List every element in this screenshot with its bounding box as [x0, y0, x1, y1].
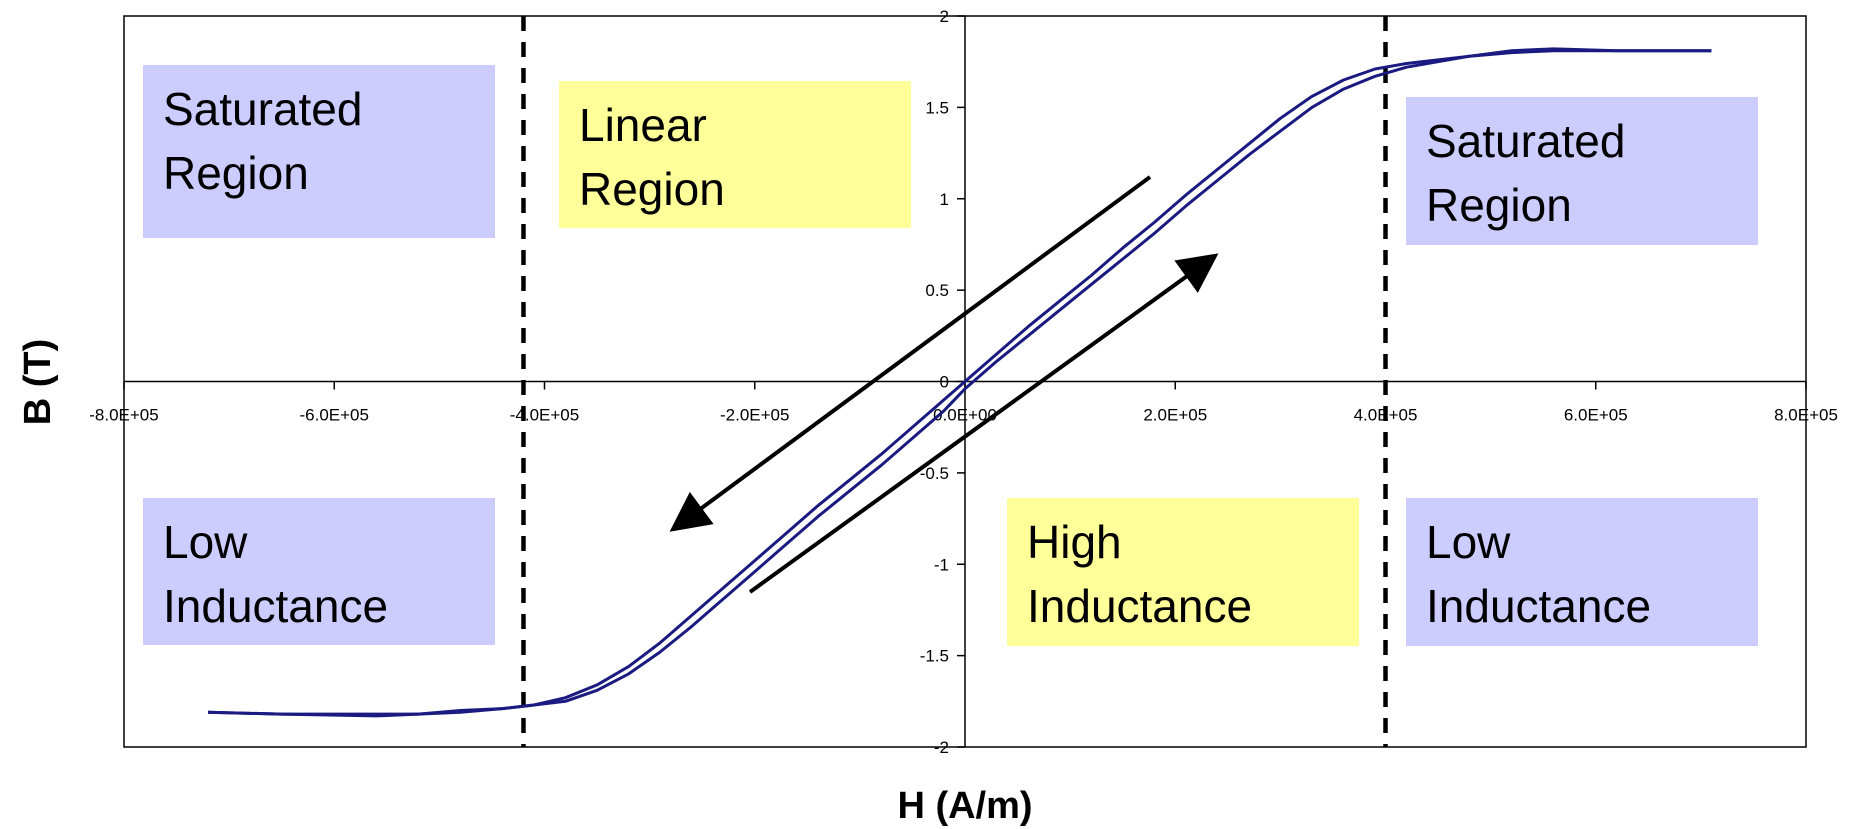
- region-label-high: High Inductance: [1007, 498, 1359, 646]
- region-label-text: Linear Region: [579, 99, 725, 215]
- region-label-sat-right: Saturated Region: [1406, 97, 1758, 245]
- hysteresis-branch-1: [208, 49, 1712, 716]
- region-label-box: [1007, 498, 1359, 646]
- hysteresis-branch-2: [208, 47, 1712, 718]
- increasing-direction-arrow: [748, 253, 1219, 594]
- y-tick-label: -2: [934, 738, 949, 757]
- region-label-box: [559, 81, 911, 228]
- region-label-text: Saturated Region: [163, 83, 362, 199]
- x-tick-label: -8.0E+05: [89, 406, 158, 425]
- region-label-text: Saturated Region: [1426, 115, 1625, 231]
- direction-arrows: [669, 175, 1219, 594]
- region-label-line: Region: [1426, 179, 1572, 231]
- region-label-line: Inductance: [163, 580, 388, 632]
- region-label-line: Linear: [579, 99, 707, 151]
- x-tick-label: -6.0E+05: [300, 406, 369, 425]
- region-label-line: Region: [579, 163, 725, 215]
- x-tick-label: 2.0E+05: [1143, 406, 1207, 425]
- x-tick-label: -4.0E+05: [510, 406, 579, 425]
- region-label-low-left: Low Inductance: [143, 498, 495, 645]
- y-tick-label: -0.5: [920, 464, 949, 483]
- decreasing-direction-arrow: [669, 175, 1152, 532]
- y-tick-label: -1.5: [920, 647, 949, 666]
- region-label-linear: Linear Region: [559, 81, 911, 228]
- x-axis-title: H (A/m): [897, 785, 1032, 827]
- y-tick-label: 1: [940, 190, 949, 209]
- y-tick-label: 0.5: [925, 281, 949, 300]
- region-label-sat-left: Saturated Region: [143, 65, 495, 238]
- region-label-line: Saturated: [163, 83, 362, 135]
- annotation-layer: Saturated Region Linear Region Saturated Regi…: [143, 65, 1758, 646]
- region-label-line: Low: [163, 516, 248, 568]
- region-label-box: [1406, 97, 1758, 245]
- region-label-text: High Inductance: [1027, 516, 1252, 632]
- y-tick-label: -1: [934, 555, 949, 574]
- region-label-text: Low Inductance: [163, 516, 388, 632]
- region-label-line: Saturated: [1426, 115, 1625, 167]
- y-tick-label: 2: [940, 7, 949, 26]
- region-label-box: [143, 498, 495, 645]
- region-label-box: [143, 65, 495, 238]
- series-layer: [208, 47, 1712, 718]
- region-label-low-right: Low Inductance: [1406, 498, 1758, 646]
- y-tick-label: 1.5: [925, 98, 949, 117]
- region-label-line: Inductance: [1027, 580, 1252, 632]
- x-tick-label: 8.0E+05: [1774, 406, 1838, 425]
- x-tick-label: 6.0E+05: [1564, 406, 1628, 425]
- region-lines: [521, 16, 1388, 747]
- region-label-line: High: [1027, 516, 1122, 568]
- region-label-line: Low: [1426, 516, 1511, 568]
- x-tick-label: 0.0E+00: [933, 406, 997, 425]
- region-label-text: Low Inductance: [1426, 516, 1651, 632]
- region-label-line: Region: [163, 147, 309, 199]
- y-tick-label: 0: [940, 373, 949, 392]
- region-label-line: Inductance: [1426, 580, 1651, 632]
- y-axis-title: B (T): [17, 339, 59, 426]
- x-tick-label: -2.0E+05: [720, 406, 789, 425]
- region-label-box: [1406, 498, 1758, 646]
